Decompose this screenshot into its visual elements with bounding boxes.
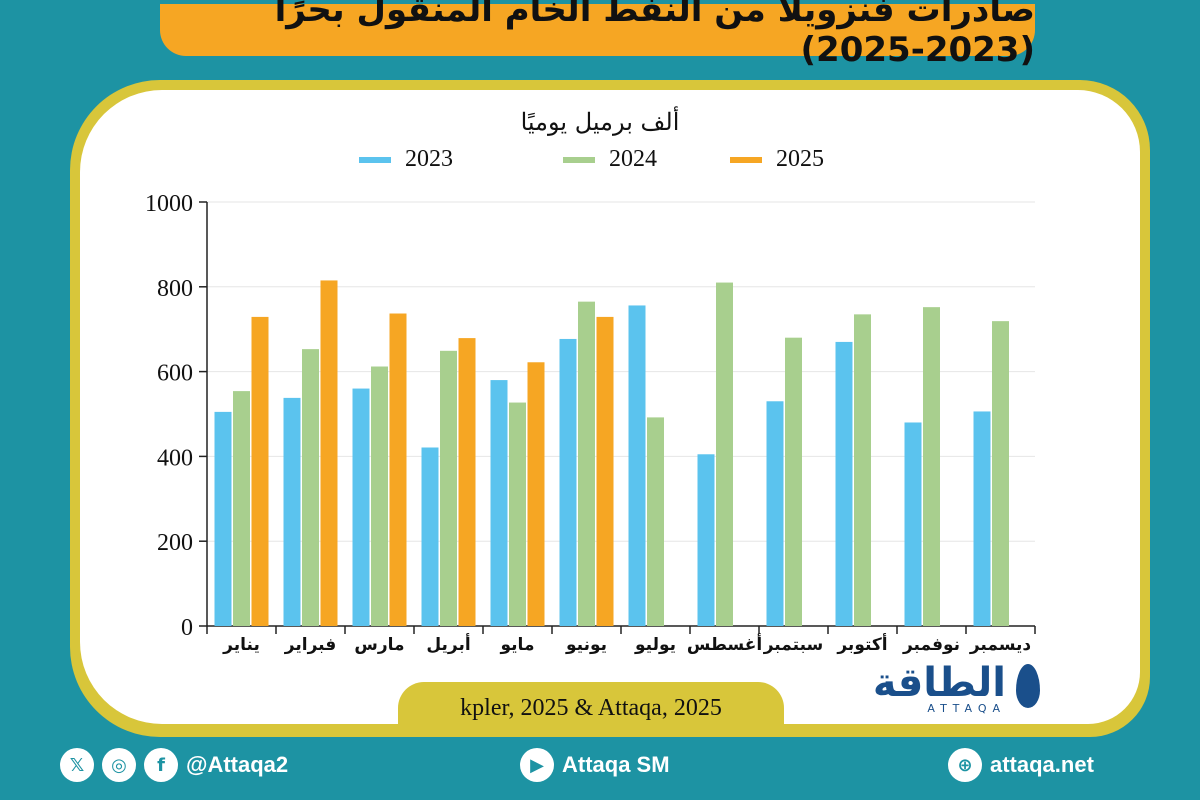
youtube-icon[interactable]: ▶ bbox=[520, 748, 554, 782]
x-tick-label: يناير bbox=[222, 635, 260, 655]
x-tick-label: يونيو bbox=[565, 635, 607, 655]
bar-2025-5 bbox=[527, 362, 545, 626]
legend-swatch-2024 bbox=[563, 156, 595, 163]
bar-2023-3 bbox=[352, 388, 370, 626]
y-tick-label: 600 bbox=[157, 361, 193, 387]
bar-2023-1 bbox=[214, 411, 232, 626]
facebook-icon[interactable]: f bbox=[144, 748, 178, 782]
x-tick-label: أغسطس bbox=[687, 633, 762, 655]
bar-2024-1 bbox=[233, 391, 250, 626]
bar-2025-1 bbox=[251, 316, 269, 626]
source-label: kpler, 2025 & Attaqa, 2025 bbox=[398, 682, 784, 734]
bar-2023-11 bbox=[904, 422, 922, 626]
bar-2023-5 bbox=[490, 380, 508, 626]
legend-item-2024: 2024 bbox=[563, 146, 657, 173]
logo-english: ATTAQA bbox=[927, 702, 1006, 715]
y-tick-label: 0 bbox=[181, 615, 193, 641]
bar-2025-6 bbox=[596, 316, 614, 626]
drop-icon bbox=[1016, 664, 1040, 708]
unit-label: ألف برميل يوميًا bbox=[520, 108, 680, 136]
bar-2023-12 bbox=[973, 411, 991, 626]
bar-2024-2 bbox=[302, 349, 319, 626]
bar-2023-7 bbox=[628, 305, 646, 626]
x-tick-label: يوليو bbox=[634, 635, 676, 655]
bar-2024-11 bbox=[923, 307, 940, 626]
bar-2023-6 bbox=[559, 338, 577, 626]
y-tick-label: 800 bbox=[157, 276, 193, 302]
globe-icon[interactable]: ⊕ bbox=[948, 748, 982, 782]
x-tick-label: أكتوبر bbox=[836, 633, 887, 655]
logo-arabic: الطاقة bbox=[872, 660, 1006, 706]
bar-2024-9 bbox=[785, 337, 802, 626]
bar-2024-6 bbox=[578, 301, 595, 626]
youtube-label[interactable]: Attaqa SM bbox=[562, 752, 670, 777]
x-tick-label: فبراير bbox=[284, 635, 336, 655]
bar-2024-8 bbox=[716, 282, 733, 626]
y-tick-label: 400 bbox=[157, 445, 193, 471]
bar-2023-8 bbox=[697, 454, 715, 626]
bar-2024-10 bbox=[854, 314, 871, 626]
bar-2025-3 bbox=[389, 313, 407, 626]
x-icon[interactable]: 𝕏 bbox=[60, 748, 94, 782]
legend-item-2023: 2023 bbox=[359, 146, 453, 173]
social-handle[interactable]: @Attaqa2 bbox=[186, 752, 289, 777]
bar-2023-10 bbox=[835, 341, 853, 626]
bar-2024-3 bbox=[371, 366, 388, 626]
x-tick-label: مارس bbox=[354, 635, 404, 655]
bar-2023-2 bbox=[283, 397, 301, 626]
website-link[interactable]: attaqa.net bbox=[990, 752, 1094, 777]
legend: 2023 2024 2025 bbox=[0, 146, 1200, 176]
legend-swatch-2023 bbox=[359, 156, 391, 163]
x-tick-label: سبتمبر bbox=[763, 635, 824, 655]
website-group: ⊕ attaqa.net bbox=[948, 748, 1094, 782]
bar-2025-4 bbox=[458, 338, 476, 626]
legend-label-2024: 2024 bbox=[609, 146, 657, 172]
youtube-group: ▶ Attaqa SM bbox=[520, 748, 670, 782]
bar-2024-12 bbox=[992, 321, 1009, 626]
bar-2025-2 bbox=[320, 280, 338, 626]
bar-2024-4 bbox=[440, 350, 457, 626]
legend-label-2025: 2025 bbox=[776, 146, 824, 172]
y-tick-label: 1000 bbox=[145, 191, 193, 217]
x-tick-label: ديسمبر bbox=[969, 635, 1032, 655]
legend-item-2025: 2025 bbox=[730, 146, 824, 173]
x-tick-label: أبريل bbox=[426, 633, 470, 655]
social-group: 𝕏 ◎ f @Attaqa2 bbox=[60, 748, 288, 782]
bar-2024-7 bbox=[647, 417, 664, 626]
bar-2023-9 bbox=[766, 401, 784, 626]
chart-title: صادرات فنزويلا من النفط الخام المنقول بح… bbox=[160, 0, 1035, 70]
bar-2023-4 bbox=[421, 447, 439, 626]
attaqa-logo: الطاقة ATTAQA bbox=[856, 660, 1046, 720]
legend-label-2023: 2023 bbox=[405, 146, 453, 172]
footer: 𝕏 ◎ f @Attaqa2 ▶ Attaqa SM ⊕ attaqa.net bbox=[0, 740, 1200, 800]
legend-swatch-2025 bbox=[730, 156, 762, 163]
y-tick-label: 200 bbox=[157, 530, 193, 556]
bar-2024-5 bbox=[509, 402, 526, 626]
x-tick-label: مايو bbox=[500, 635, 535, 655]
instagram-icon[interactable]: ◎ bbox=[102, 748, 136, 782]
x-tick-label: نوفمبر bbox=[902, 635, 960, 655]
